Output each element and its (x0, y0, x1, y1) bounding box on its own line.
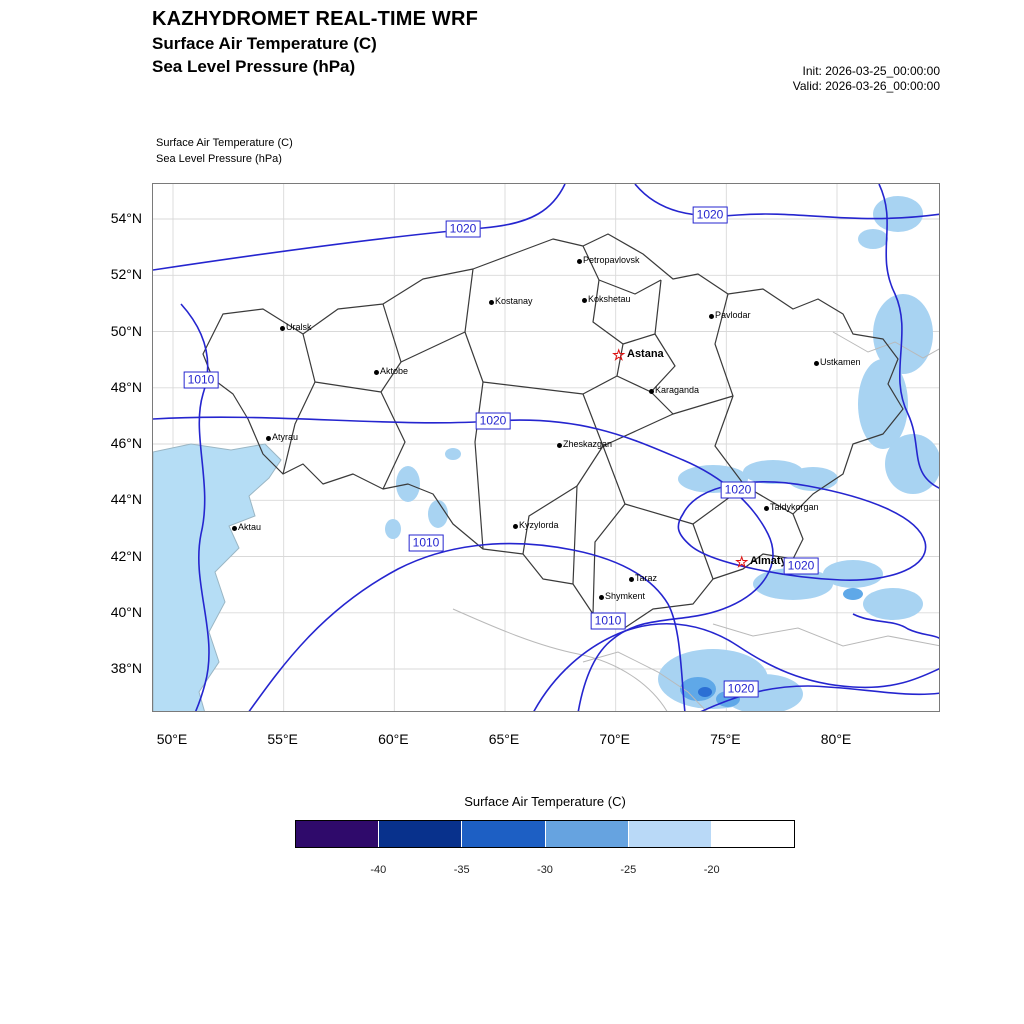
colorbar-segment (545, 821, 629, 847)
map-canvas: Petropavlovsk Kostanay Kokshetau Pavlodar Ur… (152, 183, 940, 712)
city-marker (582, 298, 587, 303)
city-marker (489, 300, 494, 305)
city-label: Kyzylorda (519, 520, 559, 530)
lon-tick-label: 65°E (488, 731, 520, 747)
city-label: Taldykorgan (770, 502, 819, 512)
lat-tick-label: 42°N (110, 547, 142, 564)
colorbar-tick-label: -20 (703, 864, 720, 876)
pressure-contour-label: 1010 (590, 612, 626, 630)
colorbar-segment (462, 821, 546, 847)
city-label: Shymkent (605, 591, 646, 601)
city-label: Petropavlovsk (583, 255, 640, 265)
city-label: Kostanay (495, 296, 533, 306)
lat-tick-label: 54°N (110, 210, 142, 226)
city-label: Ustkamen (820, 357, 861, 367)
city-marker (374, 370, 379, 375)
colorbar-tick-label: -25 (620, 864, 637, 876)
city-label: Taraz (635, 573, 658, 583)
colorbar-segment (296, 821, 380, 847)
colorbar-tick-label: -35 (453, 864, 470, 876)
temperature-colorbar (295, 820, 795, 848)
colorbar-title: Surface Air Temperature (C) (464, 794, 626, 809)
city-marker (557, 443, 562, 448)
lat-tick-label: 46°N (110, 435, 142, 451)
pressure-contours (153, 184, 939, 711)
city-label: Zheskazgan (563, 439, 613, 449)
pressure-contour-label: 1010 (408, 534, 444, 552)
lon-tick-label: 55°E (267, 731, 298, 747)
lon-tick-label: 75°E (710, 731, 741, 747)
lat-tick-label: 40°N (110, 603, 142, 620)
colorbar-segment (711, 821, 795, 847)
pressure-contour-label: 1020 (720, 481, 756, 499)
pressure-contour-label: 1020 (445, 220, 481, 238)
colorbar-tick-label: -30 (537, 864, 553, 876)
pressure-contour-label: 1020 (723, 680, 759, 698)
map-legend-line-2: Sea Level Pressure (hPa) (156, 153, 282, 165)
lon-tick-label: 50°E (156, 731, 188, 747)
page-subtitle-2: Sea Level Pressure (hPa) (152, 57, 356, 76)
lon-tick-label: 60°E (378, 731, 409, 747)
city-label: Kokshetau (588, 294, 631, 304)
pressure-contour-label: 1010 (183, 371, 219, 389)
lat-tick-label: 44°N (110, 491, 142, 508)
capital-label: Astana (627, 348, 664, 360)
lon-tick-label: 70°E (599, 731, 630, 747)
city-marker (599, 595, 604, 600)
colorbar-segment (379, 821, 463, 847)
city-label: Uralsk (286, 322, 312, 332)
city-marker (709, 314, 714, 319)
city-label: Atyrau (272, 432, 299, 442)
city-marker (266, 436, 271, 441)
region-borders (202, 233, 904, 630)
city-marker (814, 361, 819, 366)
lat-tick-label: 38°N (110, 660, 142, 676)
city-marker (649, 389, 654, 394)
map-legend-line-1: Surface Air Temperature (C) (156, 137, 293, 149)
city-label: Aktobe (380, 366, 409, 376)
lat-tick-label: 50°N (110, 322, 142, 339)
city-label: Karaganda (655, 385, 700, 395)
lon-tick-label: 80°E (820, 731, 852, 747)
capital-label: Almaty (750, 555, 787, 567)
city-label: Pavlodar (715, 310, 751, 320)
lat-tick-label: 52°N (110, 266, 142, 283)
city-marker (232, 526, 237, 531)
city-marker (513, 524, 518, 529)
pressure-contour-label: 1020 (475, 412, 511, 430)
page-subtitle-1: Surface Air Temperature (C) (152, 34, 377, 53)
pressure-contour-label: 1020 (692, 206, 728, 224)
colorbar-tick-label: -40 (370, 864, 387, 876)
colorbar-segment (628, 821, 712, 847)
foreign-borders (452, 331, 939, 711)
city-marker (577, 259, 582, 264)
lat-tick-label: 48°N (110, 378, 142, 395)
init-timestamp: Init: 2026-03-25_00:00:00 (802, 64, 940, 78)
capital-star-icon: ☆ (612, 347, 626, 364)
city-label: Aktau (238, 522, 262, 532)
city-marker (629, 577, 634, 582)
city-marker (280, 326, 285, 331)
city-marker (764, 506, 769, 511)
valid-timestamp: Valid: 2026-03-26_00:00:00 (792, 79, 940, 93)
page-title: KAZHYDROMET REAL-TIME WRF (152, 8, 479, 30)
pressure-contour-label: 1020 (783, 557, 819, 575)
map-overlay: Petropavlovsk Kostanay Kokshetau Pavlodar Ur… (153, 184, 939, 711)
capital-star-icon: ☆ (735, 554, 749, 571)
